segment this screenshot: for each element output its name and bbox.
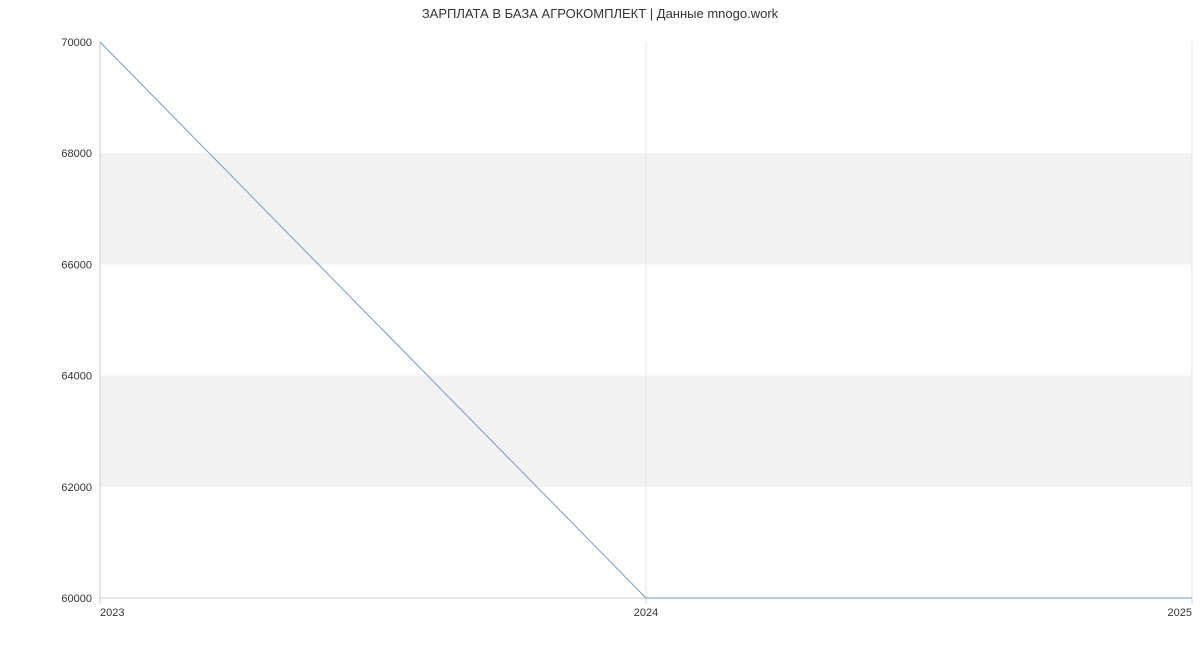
y-tick-label: 66000 [61, 259, 92, 271]
y-tick-label: 60000 [61, 593, 92, 605]
y-tick-label: 64000 [61, 371, 92, 383]
x-tick-label: 2024 [634, 607, 658, 619]
y-tick-label: 68000 [61, 148, 92, 160]
salary-line-chart: ЗАРПЛАТА В БАЗА АГРОКОМПЛЕКТ | Данные mn… [0, 0, 1200, 650]
chart-svg: 2023 2024 2025 60000 62000 64000 66000 68000 700… [0, 0, 1200, 650]
x-tick-label: 2025 [1168, 607, 1192, 619]
x-tick-label: 2023 [100, 607, 124, 619]
y-tick-label: 62000 [61, 482, 92, 494]
y-tick-label: 70000 [61, 37, 92, 49]
